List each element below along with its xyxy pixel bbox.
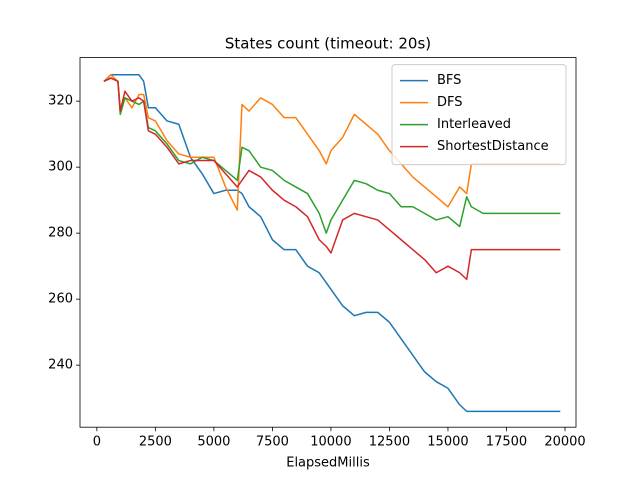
series-line	[103, 74, 561, 413]
x-tick-label: 0	[93, 435, 101, 450]
legend-box	[391, 64, 567, 166]
x-tick-label: 10000	[310, 435, 351, 450]
series-line	[103, 77, 561, 281]
x-tick-label: 5000	[197, 435, 230, 450]
x-tick-label: 12500	[369, 435, 410, 450]
legend-label: BFS	[437, 73, 461, 88]
y-tick-label: 240	[48, 358, 73, 373]
legend-label: Interleaved	[437, 117, 511, 132]
x-tick-label: 20000	[544, 435, 585, 450]
y-tick-label: 300	[48, 160, 73, 175]
y-tick-label: 320	[48, 94, 73, 109]
x-tick-label: 15000	[427, 435, 468, 450]
plot-frame	[79, 57, 577, 428]
x-tick-label: 2500	[139, 435, 172, 450]
y-tick-label: 260	[48, 292, 73, 307]
y-tick-label: 280	[48, 226, 73, 241]
series-line	[103, 74, 561, 211]
legend-label: DFS	[437, 95, 463, 110]
x-tick-label: 17500	[486, 435, 527, 450]
chart-title: States count (timeout: 20s)	[225, 35, 431, 53]
legend-label: ShortestDistance	[437, 139, 549, 154]
x-tick-label: 7500	[256, 435, 289, 450]
x-axis-label: ElapsedMillis	[286, 456, 370, 471]
